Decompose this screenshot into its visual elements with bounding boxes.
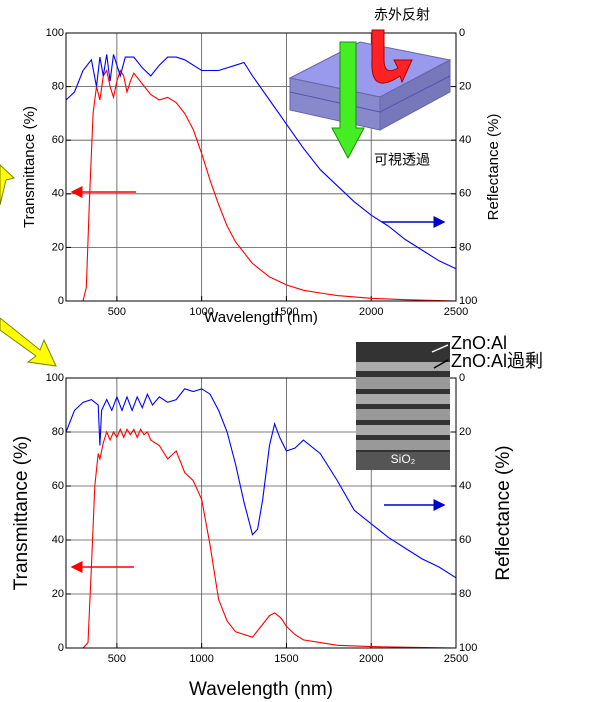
y-tick-label: 20 [52,588,64,600]
sem-inset [356,342,450,470]
x-axis-label: Wavelength (nm) [204,309,318,326]
x-tick-label: 1000 [189,306,213,318]
annotation: SiO₂ [391,452,416,466]
y2-tick-label: 80 [459,241,471,253]
plot-frame [65,32,457,302]
data-line [65,54,457,270]
y-tick-label: 100 [46,27,64,39]
slab-inset [288,29,452,160]
y2-tick-label: 40 [459,480,471,492]
y2-tick-label: 100 [459,642,477,654]
y-tick-label: 80 [52,426,64,438]
y2-tick-label: 40 [459,134,471,146]
x-tick-label: 1500 [274,653,298,665]
yellow-arrow [0,164,16,206]
annotation: ZnO:Al [451,333,507,353]
y-axis-label: Transmittance (%) [11,436,32,591]
y2-tick-label: 100 [459,295,477,307]
y-tick-label: 40 [52,188,64,200]
y-tick-label: 80 [52,81,64,93]
y2-axis-label: Reflectance (%) [493,445,514,580]
y2-tick-label: 0 [459,372,465,384]
y2-tick-label: 20 [459,81,471,93]
x-tick-label: 2500 [444,653,468,665]
annotation: 赤外反射 [374,7,430,23]
x-tick-label: 1500 [274,306,298,318]
y-tick-label: 40 [52,534,64,546]
data-line [66,427,457,649]
y2-tick-label: 80 [459,588,471,600]
y-tick-label: 60 [52,134,64,146]
x-tick-label: 500 [108,653,126,665]
y-axis-label: Transmittance (%) [21,106,38,228]
data-line [66,69,457,302]
y2-tick-label: 20 [459,426,471,438]
y-tick-label: 0 [58,642,64,654]
x-tick-label: 1000 [189,653,213,665]
y-tick-label: 100 [46,372,64,384]
y2-tick-label: 60 [459,534,471,546]
x-tick-label: 2000 [359,653,383,665]
x-tick-label: 500 [108,306,126,318]
annotation: 可視透過 [374,152,430,168]
y-tick-label: 20 [52,241,64,253]
plot-frame [65,377,457,649]
y2-axis-label: Reflectance (%) [485,114,502,221]
x-tick-label: 2000 [359,306,383,318]
yellow-arrow [0,317,57,367]
y2-tick-label: 60 [459,188,471,200]
data-line [65,388,457,579]
x-tick-label: 2500 [444,306,468,318]
y-tick-label: 0 [58,295,64,307]
y-tick-label: 60 [52,480,64,492]
annotation: ZnO:Al過剰 [451,351,543,371]
x-axis-label: Wavelength (nm) [189,679,333,700]
y2-tick-label: 0 [459,27,465,39]
